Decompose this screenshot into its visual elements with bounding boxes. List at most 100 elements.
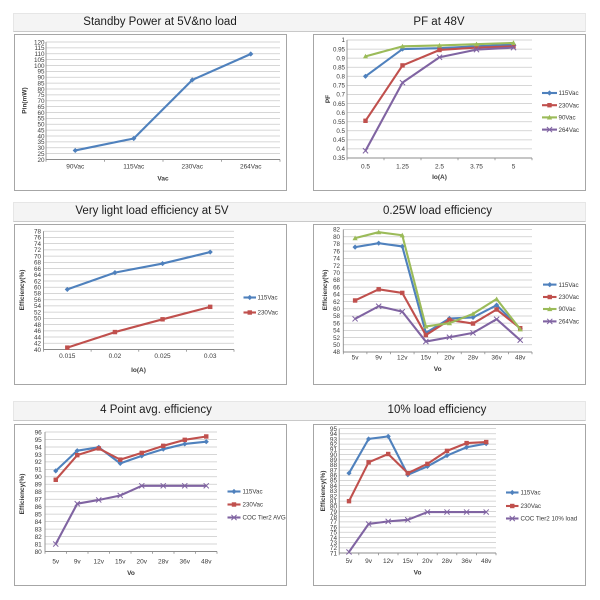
svg-text:78: 78 [330,514,338,521]
svg-text:64: 64 [34,272,42,279]
svg-text:0.4: 0.4 [336,146,345,153]
svg-text:0.7: 0.7 [336,92,345,99]
svg-text:87: 87 [330,467,338,474]
svg-text:230Vac: 230Vac [559,102,580,109]
svg-text:90Vac: 90Vac [559,306,576,313]
svg-text:105: 105 [34,57,45,64]
svg-text:66: 66 [34,266,42,273]
svg-text:9v: 9v [365,558,373,565]
svg-text:77: 77 [330,519,338,526]
svg-text:Io(A): Io(A) [432,174,447,181]
svg-text:Efficiency(%): Efficiency(%) [19,474,26,515]
svg-text:230Vac: 230Vac [258,310,279,317]
svg-text:9v: 9v [74,559,82,566]
svg-text:56: 56 [34,297,42,304]
svg-text:90: 90 [330,452,338,459]
svg-text:48v: 48v [201,559,212,566]
svg-text:0.35: 0.35 [333,155,346,162]
svg-text:36v: 36v [491,354,502,361]
svg-text:115: 115 [34,45,45,52]
svg-text:90Vac: 90Vac [66,164,85,171]
svg-text:50: 50 [34,316,42,323]
svg-text:0.025: 0.025 [154,353,171,360]
svg-text:Vo: Vo [127,570,135,577]
svg-text:25: 25 [37,151,45,158]
svg-text:230Vac: 230Vac [243,502,264,509]
svg-text:230Vac: 230Vac [521,503,542,510]
svg-text:48: 48 [333,349,340,356]
svg-text:62: 62 [333,299,340,306]
svg-text:81: 81 [35,541,43,548]
svg-text:70: 70 [34,253,42,260]
svg-text:65: 65 [37,104,45,111]
svg-text:Vo: Vo [414,570,422,577]
svg-text:28v: 28v [442,558,453,565]
svg-text:110: 110 [34,51,45,58]
svg-text:12v: 12v [383,558,394,565]
svg-text:20v: 20v [444,354,455,361]
svg-text:95: 95 [37,69,45,76]
svg-text:83: 83 [35,526,43,533]
svg-text:83: 83 [330,488,338,495]
svg-text:90: 90 [35,474,43,481]
svg-text:264Vac: 264Vac [240,164,262,171]
svg-text:5v: 5v [352,354,360,361]
svg-text:36v: 36v [180,559,191,566]
svg-text:20v: 20v [422,558,433,565]
svg-text:15v: 15v [403,558,414,565]
svg-text:115Vac: 115Vac [123,164,145,171]
svg-text:52: 52 [333,335,340,342]
svg-text:87: 87 [35,497,43,504]
svg-text:90: 90 [37,75,45,82]
svg-text:64: 64 [333,292,340,299]
svg-text:58: 58 [34,291,42,298]
svg-text:56: 56 [333,320,340,327]
svg-text:94: 94 [35,444,43,451]
svg-text:120: 120 [34,39,45,46]
svg-text:73: 73 [330,540,338,547]
svg-text:82: 82 [35,534,43,541]
svg-text:2.5: 2.5 [435,164,444,171]
svg-text:1.25: 1.25 [396,164,409,171]
svg-text:54: 54 [34,303,42,310]
svg-text:COC Tier2 10% load: COC Tier2 10% load [521,516,578,523]
svg-text:12v: 12v [397,354,408,361]
svg-text:88: 88 [330,462,338,469]
svg-text:115Vac: 115Vac [559,282,579,289]
svg-text:91: 91 [35,467,43,474]
svg-text:PF: PF [325,95,332,103]
svg-text:75: 75 [330,530,338,537]
svg-text:Vo: Vo [434,366,442,373]
svg-text:86: 86 [35,504,43,511]
svg-text:20: 20 [37,157,45,164]
svg-text:42: 42 [34,341,42,348]
svg-text:74: 74 [330,535,338,542]
svg-text:72: 72 [34,247,42,254]
svg-text:92: 92 [330,441,338,448]
svg-text:0.03: 0.03 [204,353,217,360]
svg-text:0.85: 0.85 [333,64,346,71]
svg-text:92: 92 [35,459,43,466]
svg-text:82: 82 [330,493,338,500]
svg-text:Efficiency(%): Efficiency(%) [320,471,327,512]
svg-text:76: 76 [333,248,340,255]
svg-text:115Vac: 115Vac [243,489,263,496]
svg-text:85: 85 [37,80,45,87]
svg-text:28v: 28v [468,354,479,361]
svg-text:85: 85 [330,478,338,485]
svg-text:48v: 48v [515,354,526,361]
svg-text:264Vac: 264Vac [559,127,580,134]
svg-text:79: 79 [330,509,338,516]
svg-text:0.75: 0.75 [333,83,346,90]
svg-text:0.6: 0.6 [336,110,345,117]
svg-text:80: 80 [333,234,340,241]
svg-text:30: 30 [37,145,45,152]
svg-text:60: 60 [34,285,42,292]
svg-text:Efficiency(%): Efficiency(%) [19,270,26,311]
svg-text:68: 68 [34,260,42,267]
svg-text:44: 44 [34,334,42,341]
svg-text:54: 54 [333,328,340,335]
svg-text:58: 58 [333,313,340,320]
svg-text:62: 62 [34,278,42,285]
svg-text:89: 89 [35,482,43,489]
